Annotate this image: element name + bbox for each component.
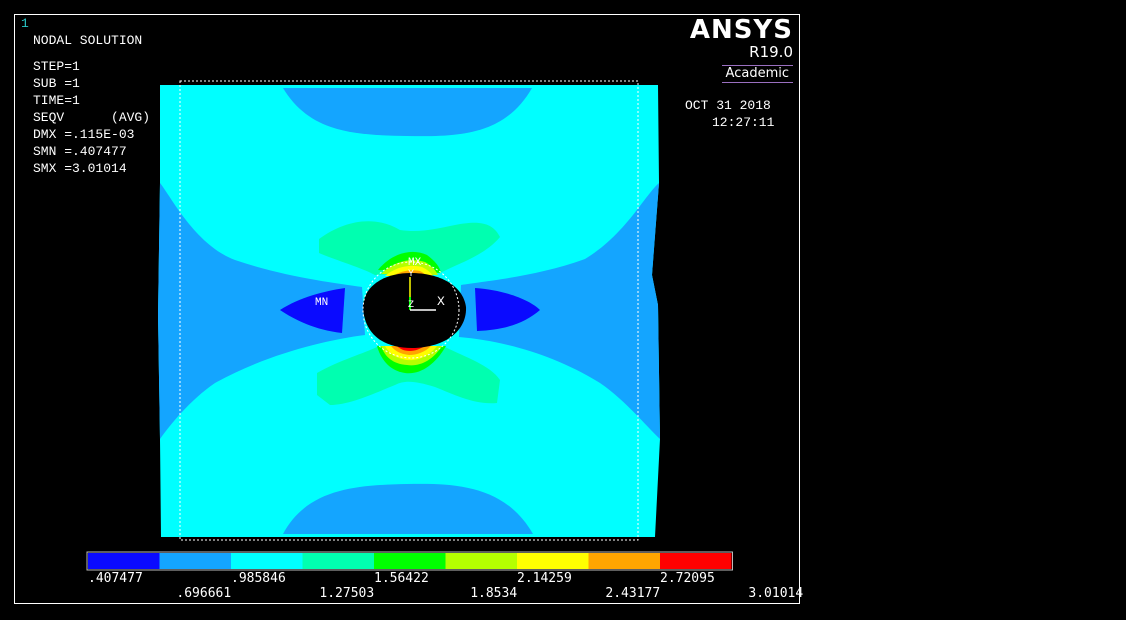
- brand-name: ANSYS: [689, 15, 793, 45]
- colorbar-label: 2.14259: [517, 571, 572, 586]
- colorbar-segment: [231, 553, 303, 569]
- colorbar-segment: [517, 553, 589, 569]
- top-wing-zone: [319, 221, 500, 275]
- smx-line: SMX =3.01014: [33, 161, 127, 176]
- x-axis-label: X: [437, 294, 445, 309]
- colorbar-segment: [588, 553, 660, 569]
- colorbar-segment: [660, 553, 732, 569]
- left-low-stress-band: [158, 183, 365, 439]
- smn-line: SMN =.407477: [33, 144, 127, 159]
- undeformed-outline: [179, 80, 639, 541]
- top-low-stress-band: [283, 88, 532, 137]
- colorbar: [86, 551, 733, 571]
- time-stamp: 12:27:11: [712, 115, 775, 130]
- bottom-wing-zone: [317, 347, 500, 405]
- brand-edition: Academic: [721, 65, 793, 83]
- graphics-viewport[interactable]: 1 NODAL SOLUTION STEP=1 SUB =1 TIME=1 SE…: [14, 14, 804, 604]
- colorbar-segment: [445, 553, 517, 569]
- colorbar-frame: [86, 551, 733, 571]
- undeformed-hole-outline: [362, 261, 460, 359]
- z-axis-label: Z: [408, 300, 414, 311]
- colorbar-label: 2.43177: [605, 586, 661, 601]
- result-title: NODAL SOLUTION: [33, 33, 143, 48]
- left-min-zone: [280, 288, 345, 333]
- colorbar-label: 1.8534: [470, 586, 518, 601]
- right-low-stress-band: [459, 183, 660, 439]
- colorbar-segment: [374, 553, 446, 569]
- ansys-logo: ANSYS R19.0 Academic: [690, 16, 793, 83]
- colorbar-segment: [88, 553, 160, 569]
- step-line: STEP=1: [33, 59, 80, 74]
- seqv-line: SEQV (AVG): [33, 110, 151, 125]
- min-marker-label: MN: [315, 297, 328, 309]
- date-stamp: OCT 31 2018: [685, 98, 771, 113]
- y-axis-label: Y: [408, 269, 414, 280]
- bottom-low-stress-band: [283, 483, 533, 534]
- sub-line: SUB =1: [33, 76, 80, 91]
- right-min-zone: [475, 288, 540, 331]
- contour-plot: MN MX Y Z X: [86, 80, 733, 571]
- colorbar-label: 2.72095: [660, 571, 715, 586]
- colorbar-segment: [159, 553, 231, 569]
- colorbar-segment: [302, 553, 374, 569]
- dmx-line: DMX =.115E-03: [33, 127, 135, 142]
- time-line: TIME=1: [33, 93, 80, 108]
- window-number: 1: [21, 16, 29, 31]
- colorbar-label: .985846: [231, 571, 286, 586]
- colorbar-label: 1.56422: [374, 571, 429, 586]
- colorbar-label: .696661: [176, 586, 232, 601]
- max-marker-label: MX: [408, 257, 422, 269]
- brand-version: R19.0: [749, 43, 793, 61]
- colorbar-label: 1.27503: [319, 586, 375, 601]
- colorbar-label: 3.01014: [748, 586, 804, 601]
- colorbar-label: .407477: [88, 571, 143, 586]
